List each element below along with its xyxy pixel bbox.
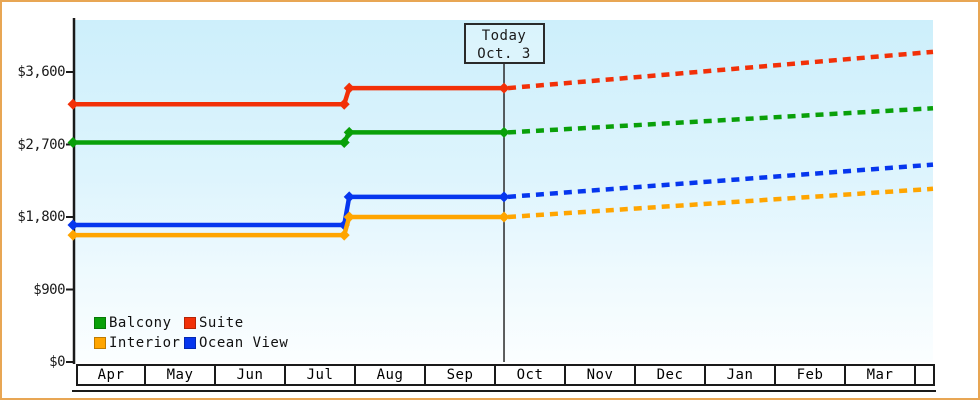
y-tick-label: $1,800 — [17, 209, 65, 225]
legend-swatch-balcony — [94, 317, 106, 329]
month-cell-mar: Mar — [846, 366, 916, 384]
month-cell-jul: Jul — [286, 366, 356, 384]
legend-label: Ocean View — [199, 335, 289, 351]
today-label: Today — [481, 28, 527, 44]
month-cell-partial — [916, 366, 935, 384]
x-axis-month-band: Apr May Jun Jul Aug Sep Oct Nov Dec Jan Feb Mar — [76, 364, 935, 386]
legend-label: Interior — [109, 335, 181, 351]
month-cell-oct: Oct — [496, 366, 566, 384]
month-cell-may: May — [146, 366, 216, 384]
month-cell-sep: Sep — [426, 366, 496, 384]
legend-swatch-interior — [94, 337, 106, 349]
legend-item-interior: Interior — [94, 333, 184, 353]
plot-area — [75, 20, 933, 362]
legend-item-suite: Suite — [184, 313, 288, 333]
legend-label: Suite — [199, 315, 244, 331]
month-cell-nov: Nov — [566, 366, 636, 384]
legend-swatch-suite — [184, 317, 196, 329]
legend-swatch-ocean-view — [184, 337, 196, 349]
legend-item-balcony: Balcony — [94, 313, 184, 333]
legend: Balcony Suite Interior Ocean View — [94, 313, 288, 353]
month-cell-jun: Jun — [216, 366, 286, 384]
y-tick-label: $900 — [33, 281, 65, 298]
month-cell-aug: Aug — [356, 366, 426, 384]
legend-item-ocean-view: Ocean View — [184, 333, 288, 353]
y-tick-label: $2,700 — [17, 136, 65, 153]
month-cell-feb: Feb — [776, 366, 846, 384]
month-cell-jan: Jan — [706, 366, 776, 384]
legend-label: Balcony — [109, 315, 172, 331]
x-axis-underline — [72, 390, 936, 392]
today-date-label: Oct. 3 — [477, 46, 531, 62]
y-tick-label: $0 — [49, 354, 65, 370]
today-marker-box: Today Oct. 3 — [463, 23, 545, 64]
y-tick-label: $3,600 — [17, 64, 65, 80]
month-cell-dec: Dec — [636, 366, 706, 384]
month-cell-apr: Apr — [76, 366, 146, 384]
